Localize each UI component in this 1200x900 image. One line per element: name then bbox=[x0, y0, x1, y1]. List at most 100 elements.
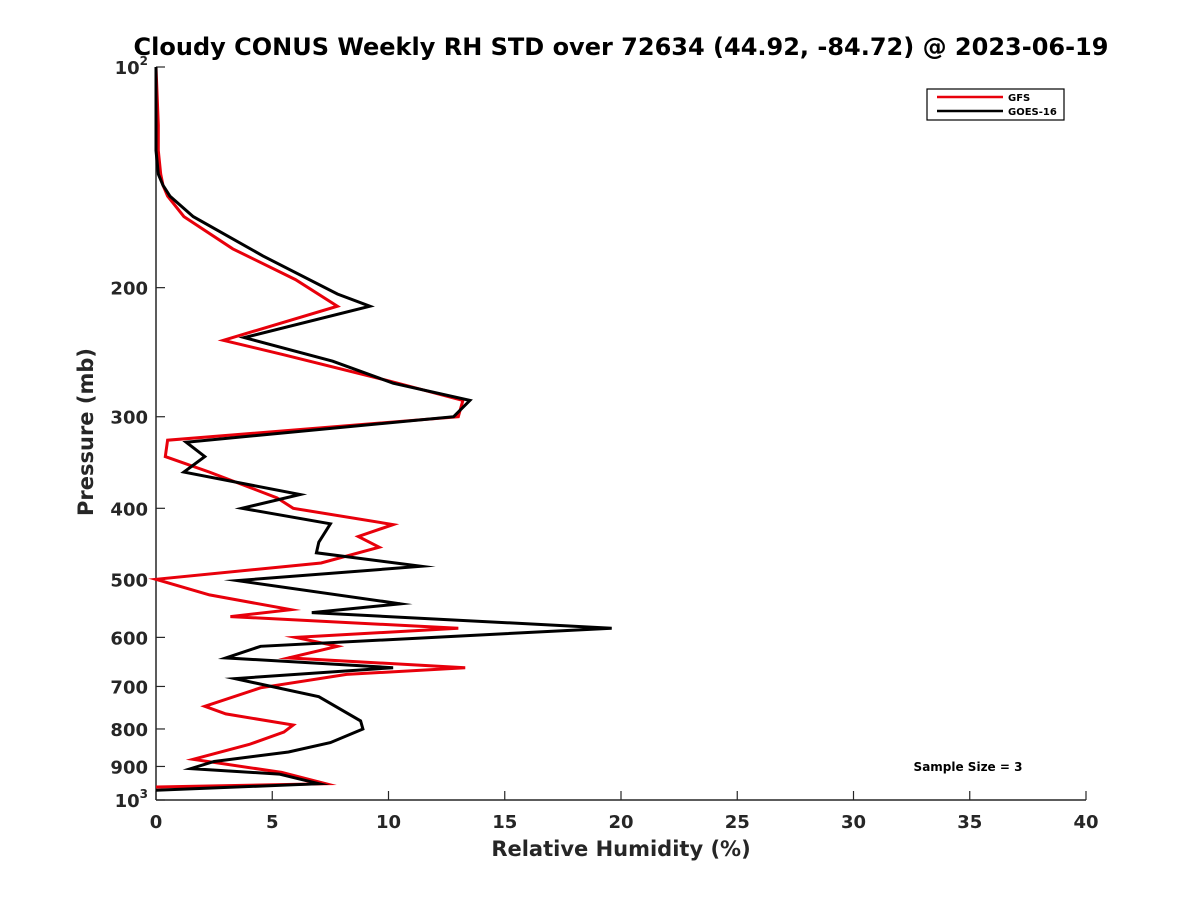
data-point-gfs bbox=[464, 666, 467, 669]
x-tick-label: 5 bbox=[266, 812, 279, 833]
data-point-goes16 bbox=[299, 493, 302, 496]
y-tick-label: 103 bbox=[115, 787, 148, 812]
data-point-goes16 bbox=[359, 719, 362, 722]
y-tick-label: 300 bbox=[110, 408, 148, 429]
data-point-goes16 bbox=[317, 782, 320, 785]
y-tick-label: 102 bbox=[115, 54, 148, 79]
y-tick-label: 800 bbox=[110, 720, 148, 741]
data-point-goes16 bbox=[315, 551, 318, 554]
x-tick-label: 20 bbox=[608, 812, 633, 833]
y-tick-label: 900 bbox=[110, 757, 148, 778]
data-point-gfs bbox=[182, 215, 185, 218]
data-point-gfs bbox=[164, 455, 167, 458]
data-point-goes16 bbox=[236, 579, 239, 582]
y-tick-exponent: 2 bbox=[140, 54, 148, 68]
data-point-gfs bbox=[287, 656, 290, 659]
series-line-gfs bbox=[148, 66, 466, 789]
data-point-goes16 bbox=[155, 66, 158, 69]
data-point-gfs bbox=[222, 339, 225, 342]
data-point-goes16 bbox=[392, 666, 395, 669]
data-point-goes16 bbox=[336, 293, 339, 296]
data-point-goes16 bbox=[182, 471, 185, 474]
legend-label-goes16: GOES-16 bbox=[1008, 107, 1057, 118]
data-point-goes16 bbox=[278, 773, 281, 776]
y-tick-exponent: 3 bbox=[140, 787, 148, 801]
y-tick-base: 10 bbox=[115, 58, 140, 79]
data-point-gfs bbox=[292, 724, 295, 727]
data-point-goes16 bbox=[168, 195, 171, 198]
data-point-goes16 bbox=[241, 507, 244, 510]
legend-label-gfs: GFS bbox=[1008, 93, 1030, 104]
y-tick-label: 400 bbox=[110, 499, 148, 520]
data-point-goes16 bbox=[361, 728, 364, 731]
data-point-goes16 bbox=[329, 741, 332, 744]
x-tick-label: 35 bbox=[957, 812, 982, 833]
data-point-gfs bbox=[229, 615, 232, 618]
y-tick-label: 500 bbox=[110, 570, 148, 591]
data-point-goes16 bbox=[234, 677, 237, 680]
series-layer bbox=[148, 66, 613, 792]
y-tick-label: 700 bbox=[110, 677, 148, 698]
data-point-goes16 bbox=[157, 173, 160, 176]
x-tick-label: 40 bbox=[1073, 812, 1098, 833]
data-point-goes16 bbox=[452, 415, 455, 418]
data-point-gfs bbox=[457, 627, 460, 630]
data-point-goes16 bbox=[468, 399, 471, 402]
data-point-goes16 bbox=[329, 522, 332, 525]
data-point-gfs bbox=[155, 578, 158, 581]
data-point-gfs bbox=[392, 523, 395, 526]
data-point-gfs bbox=[166, 439, 169, 442]
data-point-gfs bbox=[155, 786, 158, 789]
data-point-goes16 bbox=[261, 254, 264, 257]
data-point-gfs bbox=[208, 593, 211, 596]
data-point-gfs bbox=[292, 507, 295, 510]
data-point-goes16 bbox=[213, 760, 216, 763]
data-point-goes16 bbox=[317, 695, 320, 698]
data-point-goes16 bbox=[155, 124, 158, 127]
data-point-goes16 bbox=[224, 656, 227, 659]
data-point-gfs bbox=[378, 546, 381, 549]
data-point-goes16 bbox=[203, 455, 206, 458]
data-point-gfs bbox=[224, 712, 227, 715]
legend: GFS GOES-16 bbox=[926, 88, 1065, 121]
y-tick-label: 200 bbox=[110, 279, 148, 300]
data-point-goes16 bbox=[192, 215, 195, 218]
data-point-gfs bbox=[203, 705, 206, 708]
data-point-goes16 bbox=[189, 767, 192, 770]
data-point-goes16 bbox=[310, 611, 313, 614]
data-point-gfs bbox=[336, 305, 339, 308]
x-tick-label: 30 bbox=[841, 812, 866, 833]
data-point-gfs bbox=[345, 673, 348, 676]
legend-box bbox=[926, 88, 1065, 121]
data-point-gfs bbox=[231, 247, 234, 250]
series-line-goes16 bbox=[154, 67, 612, 792]
data-point-goes16 bbox=[331, 360, 334, 363]
data-point-gfs bbox=[294, 636, 297, 639]
data-point-goes16 bbox=[368, 305, 371, 308]
data-point-goes16 bbox=[392, 382, 395, 385]
sample-size-annotation: Sample Size = 3 bbox=[914, 760, 1023, 774]
data-point-gfs bbox=[208, 471, 211, 474]
data-point-goes16 bbox=[399, 602, 402, 605]
x-axis-label: Relative Humidity (%) bbox=[491, 837, 750, 861]
x-tick-label: 25 bbox=[725, 812, 750, 833]
x-tick-label: 10 bbox=[376, 812, 401, 833]
x-tick-label: 0 bbox=[150, 812, 163, 833]
data-point-gfs bbox=[248, 743, 251, 746]
data-point-goes16 bbox=[420, 565, 423, 568]
data-point-goes16 bbox=[243, 336, 246, 339]
data-point-gfs bbox=[336, 645, 339, 648]
y-tick-label: 600 bbox=[110, 628, 148, 649]
data-point-goes16 bbox=[162, 184, 165, 187]
chart-title: Cloudy CONUS Weekly RH STD over 72634 (4… bbox=[134, 33, 1109, 61]
y-tick-base: 10 bbox=[115, 791, 140, 812]
data-point-goes16 bbox=[259, 645, 262, 648]
data-point-gfs bbox=[294, 278, 297, 281]
data-point-goes16 bbox=[287, 751, 290, 754]
data-point-goes16 bbox=[610, 627, 613, 630]
data-point-gfs bbox=[282, 353, 285, 356]
data-point-goes16 bbox=[155, 789, 158, 792]
data-point-gfs bbox=[259, 686, 262, 689]
x-tick-label: 15 bbox=[492, 812, 517, 833]
